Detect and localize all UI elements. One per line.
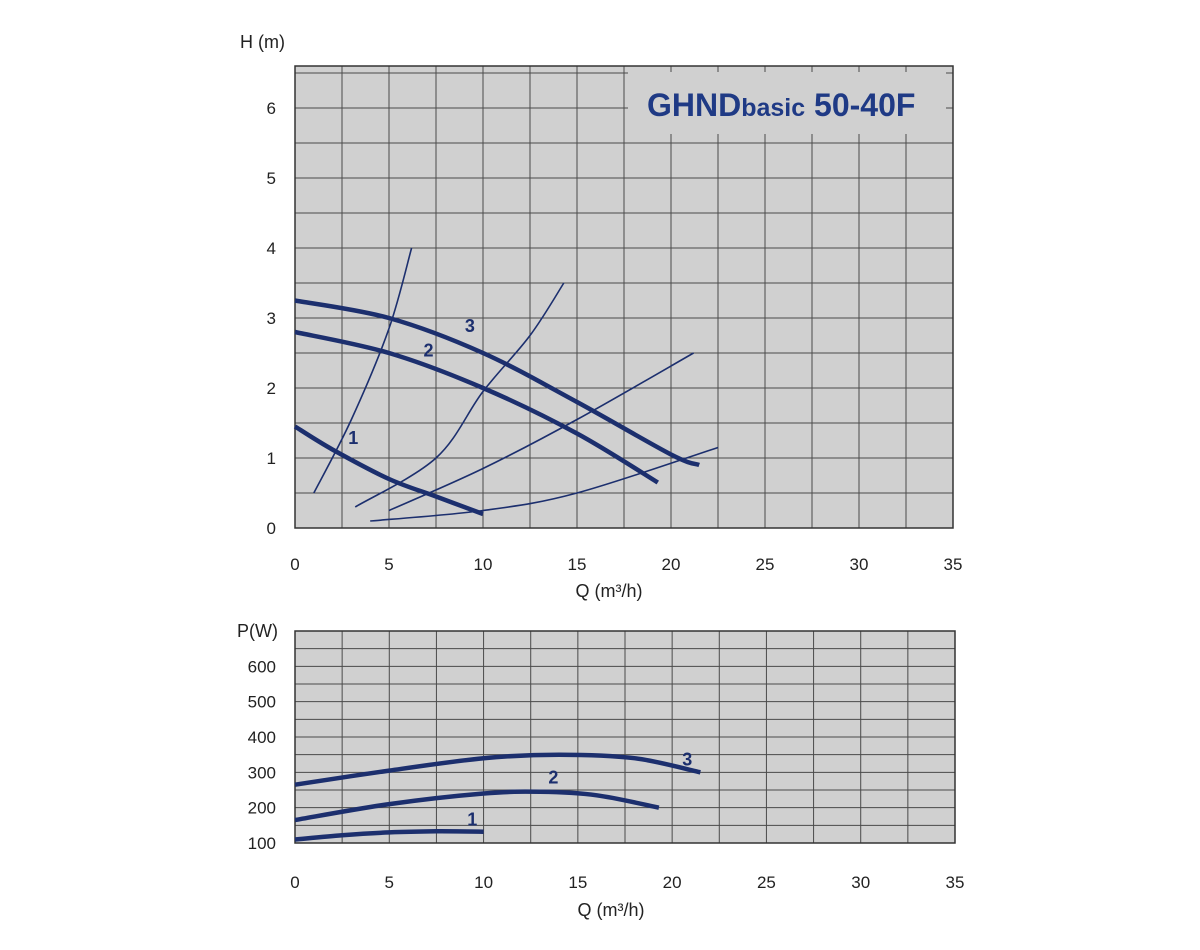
x-tick-label: 0	[290, 555, 299, 574]
title-part-tail: 50-40F	[805, 87, 915, 123]
title-part-sub: basic	[741, 94, 805, 122]
y-tick-label: 400	[248, 728, 276, 747]
x-tick-label: 5	[385, 873, 394, 892]
y-tick-label: 300	[248, 763, 276, 782]
y-tick-label: 200	[248, 799, 276, 818]
speed-curve-3	[294, 298, 700, 468]
speed-curve-3	[294, 752, 701, 787]
x-tick-label: 25	[757, 873, 776, 892]
x-tick-label: 25	[756, 555, 775, 574]
y-tick-label: 5	[267, 169, 276, 188]
y-tick-label: 600	[248, 657, 276, 676]
power-chart: 0 5 10 15 20 25 30 35 100 200 300 400 500 600 1 2 3 P(W) Q…	[237, 621, 964, 920]
system-curve	[354, 282, 565, 508]
y-tick-label: 100	[248, 834, 276, 853]
speed-curve-1	[293, 424, 484, 517]
plot-frame	[294, 65, 954, 529]
x-tick-label: 30	[850, 555, 869, 574]
title-background	[628, 72, 946, 134]
x-tick-label: 0	[290, 873, 299, 892]
head-chart: 0 5 10 15 20 25 30 35 0 1 2 3 4 5 6 1 2 3 GHNDbasic 50-40F…	[240, 32, 962, 601]
x-axis-label: Q (m³/h)	[576, 581, 643, 601]
y-tick-label: 6	[267, 99, 276, 118]
y-axis-label: H (m)	[240, 32, 285, 52]
system-curve	[388, 352, 694, 512]
x-tick-label: 20	[663, 873, 682, 892]
curve-label-3: 3	[465, 316, 475, 336]
curve-label-3: 3	[682, 749, 692, 769]
speed-curve-1	[294, 829, 484, 842]
x-tick-label: 5	[384, 555, 393, 574]
curve-label-2: 2	[548, 768, 558, 788]
plot-frame	[294, 630, 956, 844]
x-tick-label: 35	[946, 873, 965, 892]
x-tick-label: 30	[851, 873, 870, 892]
y-tick-label: 1	[267, 449, 276, 468]
speed-curve-2	[294, 329, 659, 485]
x-tick-label: 15	[568, 873, 587, 892]
system-curve	[370, 446, 719, 522]
x-tick-label: 15	[568, 555, 587, 574]
curve-label-1: 1	[467, 809, 477, 829]
speed-curve-2	[294, 789, 660, 823]
curve-label-1: 1	[348, 428, 358, 448]
x-tick-label: 10	[474, 555, 493, 574]
x-tick-label: 20	[662, 555, 681, 574]
curve-label-2: 2	[423, 341, 433, 361]
x-tick-label: 10	[474, 873, 493, 892]
y-tick-label: 3	[267, 309, 276, 328]
title-part-main: GHND	[647, 87, 741, 123]
y-tick-label: 500	[248, 693, 276, 712]
y-tick-label: 0	[267, 519, 276, 538]
y-tick-label: 2	[267, 379, 276, 398]
x-tick-label: 35	[944, 555, 963, 574]
system-curve	[313, 247, 413, 494]
chart-title: GHNDbasic 50-40F	[647, 87, 915, 123]
y-tick-label: 4	[267, 239, 276, 258]
x-axis-label: Q (m³/h)	[578, 900, 645, 920]
y-axis-label: P(W)	[237, 621, 278, 641]
